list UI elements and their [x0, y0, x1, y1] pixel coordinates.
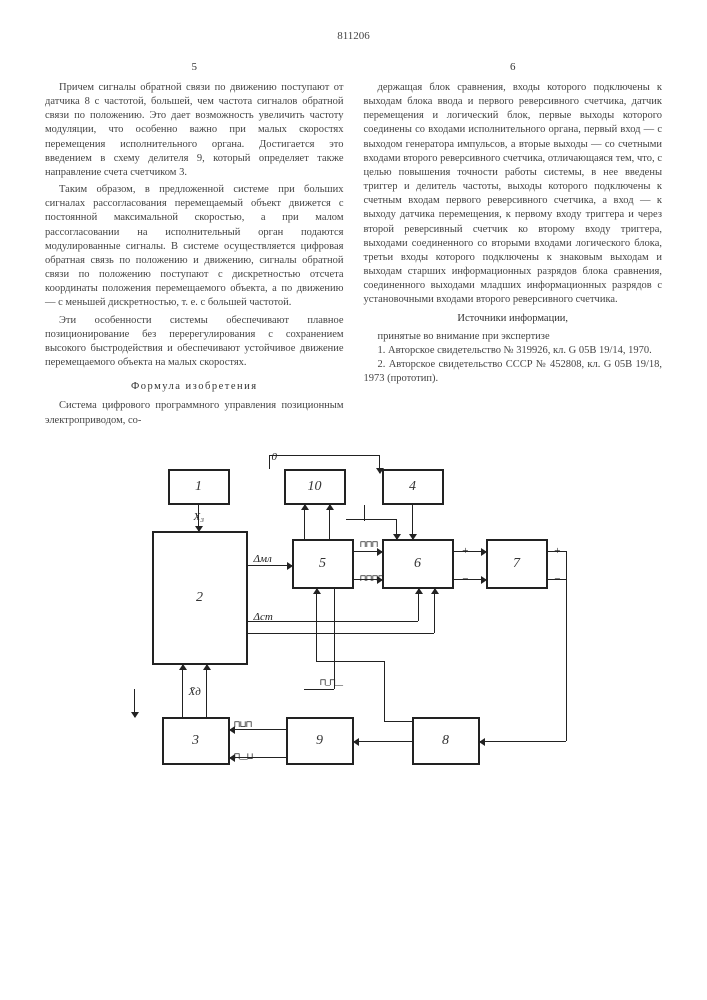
diagram-box-7: 7 [486, 539, 548, 589]
wire [379, 455, 381, 473]
wire [316, 661, 384, 663]
wire [182, 665, 184, 717]
diagram-box-1: 1 [168, 469, 230, 505]
sources-heading: Источники информации, [364, 312, 663, 326]
wire [248, 621, 418, 623]
wire [384, 661, 386, 721]
diagram-box-9: 9 [286, 717, 354, 765]
paragraph: Причем сигналы обратной связи по движени… [45, 81, 344, 180]
wire [412, 505, 414, 539]
label-zero: 0 [272, 451, 278, 463]
wire [548, 551, 566, 553]
wire [230, 757, 286, 759]
wire [566, 551, 568, 741]
reference-item: 2. Авторское свидетельство СССР № 452808… [364, 358, 663, 386]
diagram-box-8: 8 [412, 717, 480, 765]
wire [418, 589, 420, 621]
wire [548, 579, 566, 581]
wire [454, 579, 486, 581]
label-xd: X̄д [189, 686, 201, 698]
wire [248, 633, 434, 635]
pulse-signal: ⊓⊓⊓ [360, 539, 378, 550]
patent-page: 811206 5 Причем сигналы обратной связи п… [0, 0, 707, 1000]
right-column: 6 держащая блок сравнения, входы которог… [364, 60, 663, 431]
wire [134, 689, 136, 717]
diagram-box-3: 3 [162, 717, 230, 765]
paragraph: Таким образом, в предложенной системе пр… [45, 183, 344, 311]
wire [329, 505, 331, 539]
reference-item: 1. Авторское свидетельство № 319926, кл.… [364, 344, 663, 358]
wire [248, 565, 292, 567]
wire [346, 519, 396, 521]
right-column-number: 6 [364, 60, 663, 75]
wire [384, 721, 412, 723]
left-column: 5 Причем сигналы обратной связи по движе… [45, 60, 344, 431]
wire [354, 741, 412, 743]
diagram-box-5: 5 [292, 539, 354, 589]
left-column-number: 5 [45, 60, 344, 75]
pulse-signal: ⊓_⊓__ [320, 677, 343, 688]
diagram-box-4: 4 [382, 469, 444, 505]
wire [198, 505, 200, 531]
wire [454, 551, 486, 553]
document-number: 811206 [45, 30, 662, 42]
wire [316, 589, 318, 661]
text-columns: 5 Причем сигналы обратной связи по движе… [45, 60, 662, 431]
wire [434, 589, 436, 633]
wire [269, 455, 271, 469]
diagram-box-10: 10 [284, 469, 346, 505]
wire [230, 729, 286, 731]
wire [304, 689, 334, 691]
wire [206, 665, 208, 717]
wire [354, 551, 382, 553]
block-diagram: 1 10 4 2 5 6 7 3 9 8 X₃ Δмл Δст X̄д + − … [134, 461, 574, 801]
wire [480, 741, 566, 743]
wire [396, 519, 398, 539]
sources-subtitle: принятые во внимание при экспертизе [364, 330, 663, 344]
diagram-box-6: 6 [382, 539, 454, 589]
paragraph: Система цифрового программного управлени… [45, 399, 344, 427]
wire [304, 505, 306, 539]
paragraph: Эти особенности системы обеспечивают пла… [45, 314, 344, 371]
formula-heading: Формула изобретения [45, 380, 344, 394]
paragraph: держащая блок сравнения, входы которого … [364, 81, 663, 308]
wire [354, 579, 382, 581]
label-delta-ml: Δмл [254, 553, 272, 565]
wire [334, 589, 336, 689]
wire [269, 455, 379, 457]
diagram-box-2: 2 [152, 531, 248, 665]
